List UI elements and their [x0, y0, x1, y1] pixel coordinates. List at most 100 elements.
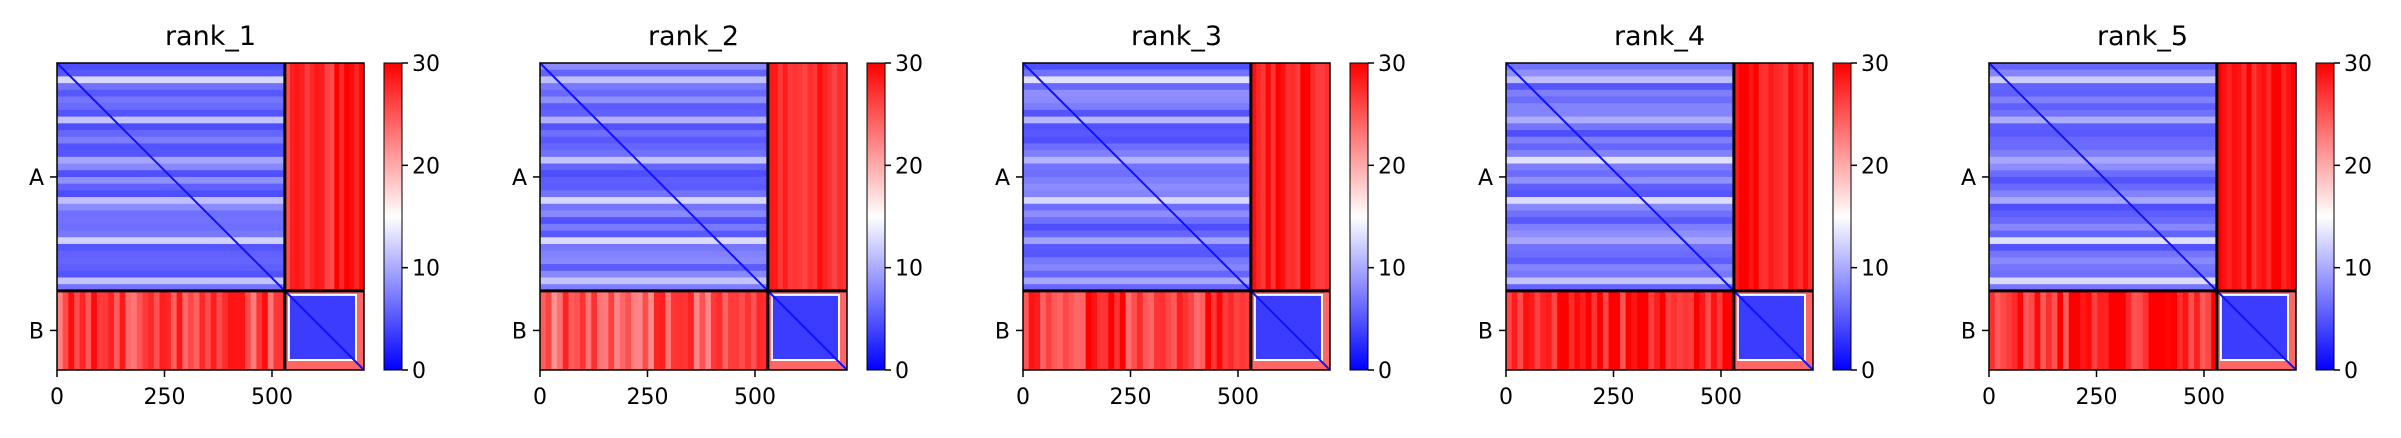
heatmap-cell — [1108, 290, 1115, 370]
heatmap-cell — [728, 290, 735, 370]
heatmap-cell — [1758, 63, 1765, 291]
heatmap-cell — [1023, 83, 1251, 91]
heatmap-cell — [822, 63, 828, 291]
colorbar-tick-label: 10 — [895, 257, 923, 282]
y-tick-label: B — [512, 319, 527, 344]
heatmap-cell — [1808, 63, 1814, 291]
heatmap-cell — [188, 290, 195, 370]
heatmap-cell — [57, 223, 285, 232]
heatmap-cell — [642, 290, 649, 370]
heatmap-cell — [540, 156, 768, 165]
heatmap-cell — [2231, 63, 2238, 291]
heatmap-cell — [1989, 150, 2217, 158]
colorbar-tick-label: 30 — [1861, 52, 1889, 77]
heatmap-cell — [1506, 103, 1734, 111]
pae-heatmap — [1505, 62, 1814, 371]
x-tick-label: 250 — [143, 385, 185, 410]
heatmap-cell — [1783, 63, 1789, 291]
heatmap-cell — [1540, 290, 1547, 370]
panel-title: rank_5 — [2097, 21, 2188, 52]
heatmap-cell — [1506, 69, 1734, 77]
heatmap-cell — [693, 290, 701, 370]
heatmap-cell — [182, 290, 189, 370]
heatmap-cell — [1023, 89, 1251, 98]
heatmap-cell — [557, 290, 564, 370]
x-tick-label: 0 — [1982, 385, 1996, 410]
heatmap-cell — [1523, 290, 1530, 370]
heatmap-cell — [2199, 290, 2206, 370]
heatmap-cell — [540, 257, 768, 265]
heatmap-cell — [1506, 264, 1734, 272]
heatmap-cell — [1506, 156, 1734, 165]
colorbar-tick-label: 30 — [1378, 52, 1406, 77]
heatmap-cell — [1233, 290, 1240, 370]
heatmap-cell — [1803, 63, 1809, 291]
diagonal-line — [1250, 290, 1331, 371]
x-tick-label: 250 — [626, 385, 668, 410]
heatmap-cell — [636, 290, 644, 370]
heatmap-cell — [2108, 290, 2115, 370]
heatmap-cell — [540, 103, 768, 111]
heatmap-cell — [2131, 290, 2138, 370]
heatmap-cell — [1125, 290, 1132, 370]
heatmap-cell — [1763, 63, 1769, 291]
heatmap-cell — [1074, 290, 1081, 370]
heatmap-cell — [1989, 183, 2217, 191]
heatmap-cell — [279, 290, 286, 370]
heatmap-cell — [540, 170, 768, 178]
heatmap-cell — [57, 190, 285, 198]
heatmap-cell — [1028, 290, 1035, 370]
heatmap-cell — [250, 290, 257, 370]
heatmap-cell — [1506, 290, 1513, 370]
heatmap-cell — [1506, 243, 1734, 252]
heatmap-cell — [699, 290, 706, 370]
heatmap-cell — [1154, 290, 1161, 370]
colorbar-tick-label: 10 — [2344, 257, 2372, 282]
heatmap-cell — [1023, 210, 1251, 218]
heatmap-cell — [1239, 290, 1246, 370]
heatmap-cell — [2120, 290, 2127, 370]
heatmap-cell — [349, 63, 355, 291]
heatmap-cell — [1506, 176, 1734, 185]
heatmap-cell — [1023, 103, 1251, 111]
heatmap-cell — [2125, 290, 2132, 370]
heatmap-cell — [1228, 290, 1235, 370]
heatmap-cell — [119, 290, 126, 370]
heatmap-cell — [57, 237, 285, 245]
heatmap-cell — [2097, 290, 2104, 370]
heatmap-cell — [1270, 63, 1277, 291]
heatmap-cell — [2142, 290, 2150, 370]
heatmap-cell — [1506, 237, 1734, 245]
heatmap-cell — [842, 63, 848, 291]
heatmap-cell — [1557, 290, 1564, 370]
heatmap-cell — [148, 290, 155, 370]
heatmap-cell — [2171, 290, 2178, 370]
heatmap-cell — [2182, 290, 2189, 370]
heatmap-cell — [1705, 290, 1712, 370]
heatmap-cell — [837, 63, 843, 291]
heatmap-cell — [1722, 290, 1729, 370]
heatmap-cell — [1551, 290, 1558, 370]
heatmap-cell — [1506, 96, 1734, 104]
heatmap-cell — [222, 290, 229, 370]
heatmap-cell — [1506, 223, 1734, 232]
axes-frame — [56, 62, 365, 371]
heatmap-cell — [1580, 290, 1587, 370]
heatmap-cell — [1222, 290, 1229, 370]
panel-rank_4: rank_4 A B 0 250 500 0 10 20 30 — [1478, 21, 1889, 410]
heatmap-cell — [1040, 290, 1047, 370]
heatmap-cell — [57, 183, 285, 191]
heatmap-cell — [540, 237, 768, 245]
heatmap-cell — [2241, 63, 2248, 291]
heatmap-cell — [1023, 223, 1251, 232]
heatmap-cell — [1051, 290, 1058, 370]
heatmap-cell — [1506, 130, 1734, 138]
colorbar-tick-label: 30 — [2344, 52, 2372, 77]
x-tick-label: 250 — [2075, 385, 2117, 410]
x-tick-label: 500 — [1700, 385, 1742, 410]
heatmap-cell — [1989, 69, 2217, 77]
heatmap-cell — [1989, 223, 2217, 232]
heatmap-cell — [1216, 290, 1223, 370]
heatmap-cell — [2080, 290, 2087, 370]
heatmap-cell — [625, 290, 632, 370]
